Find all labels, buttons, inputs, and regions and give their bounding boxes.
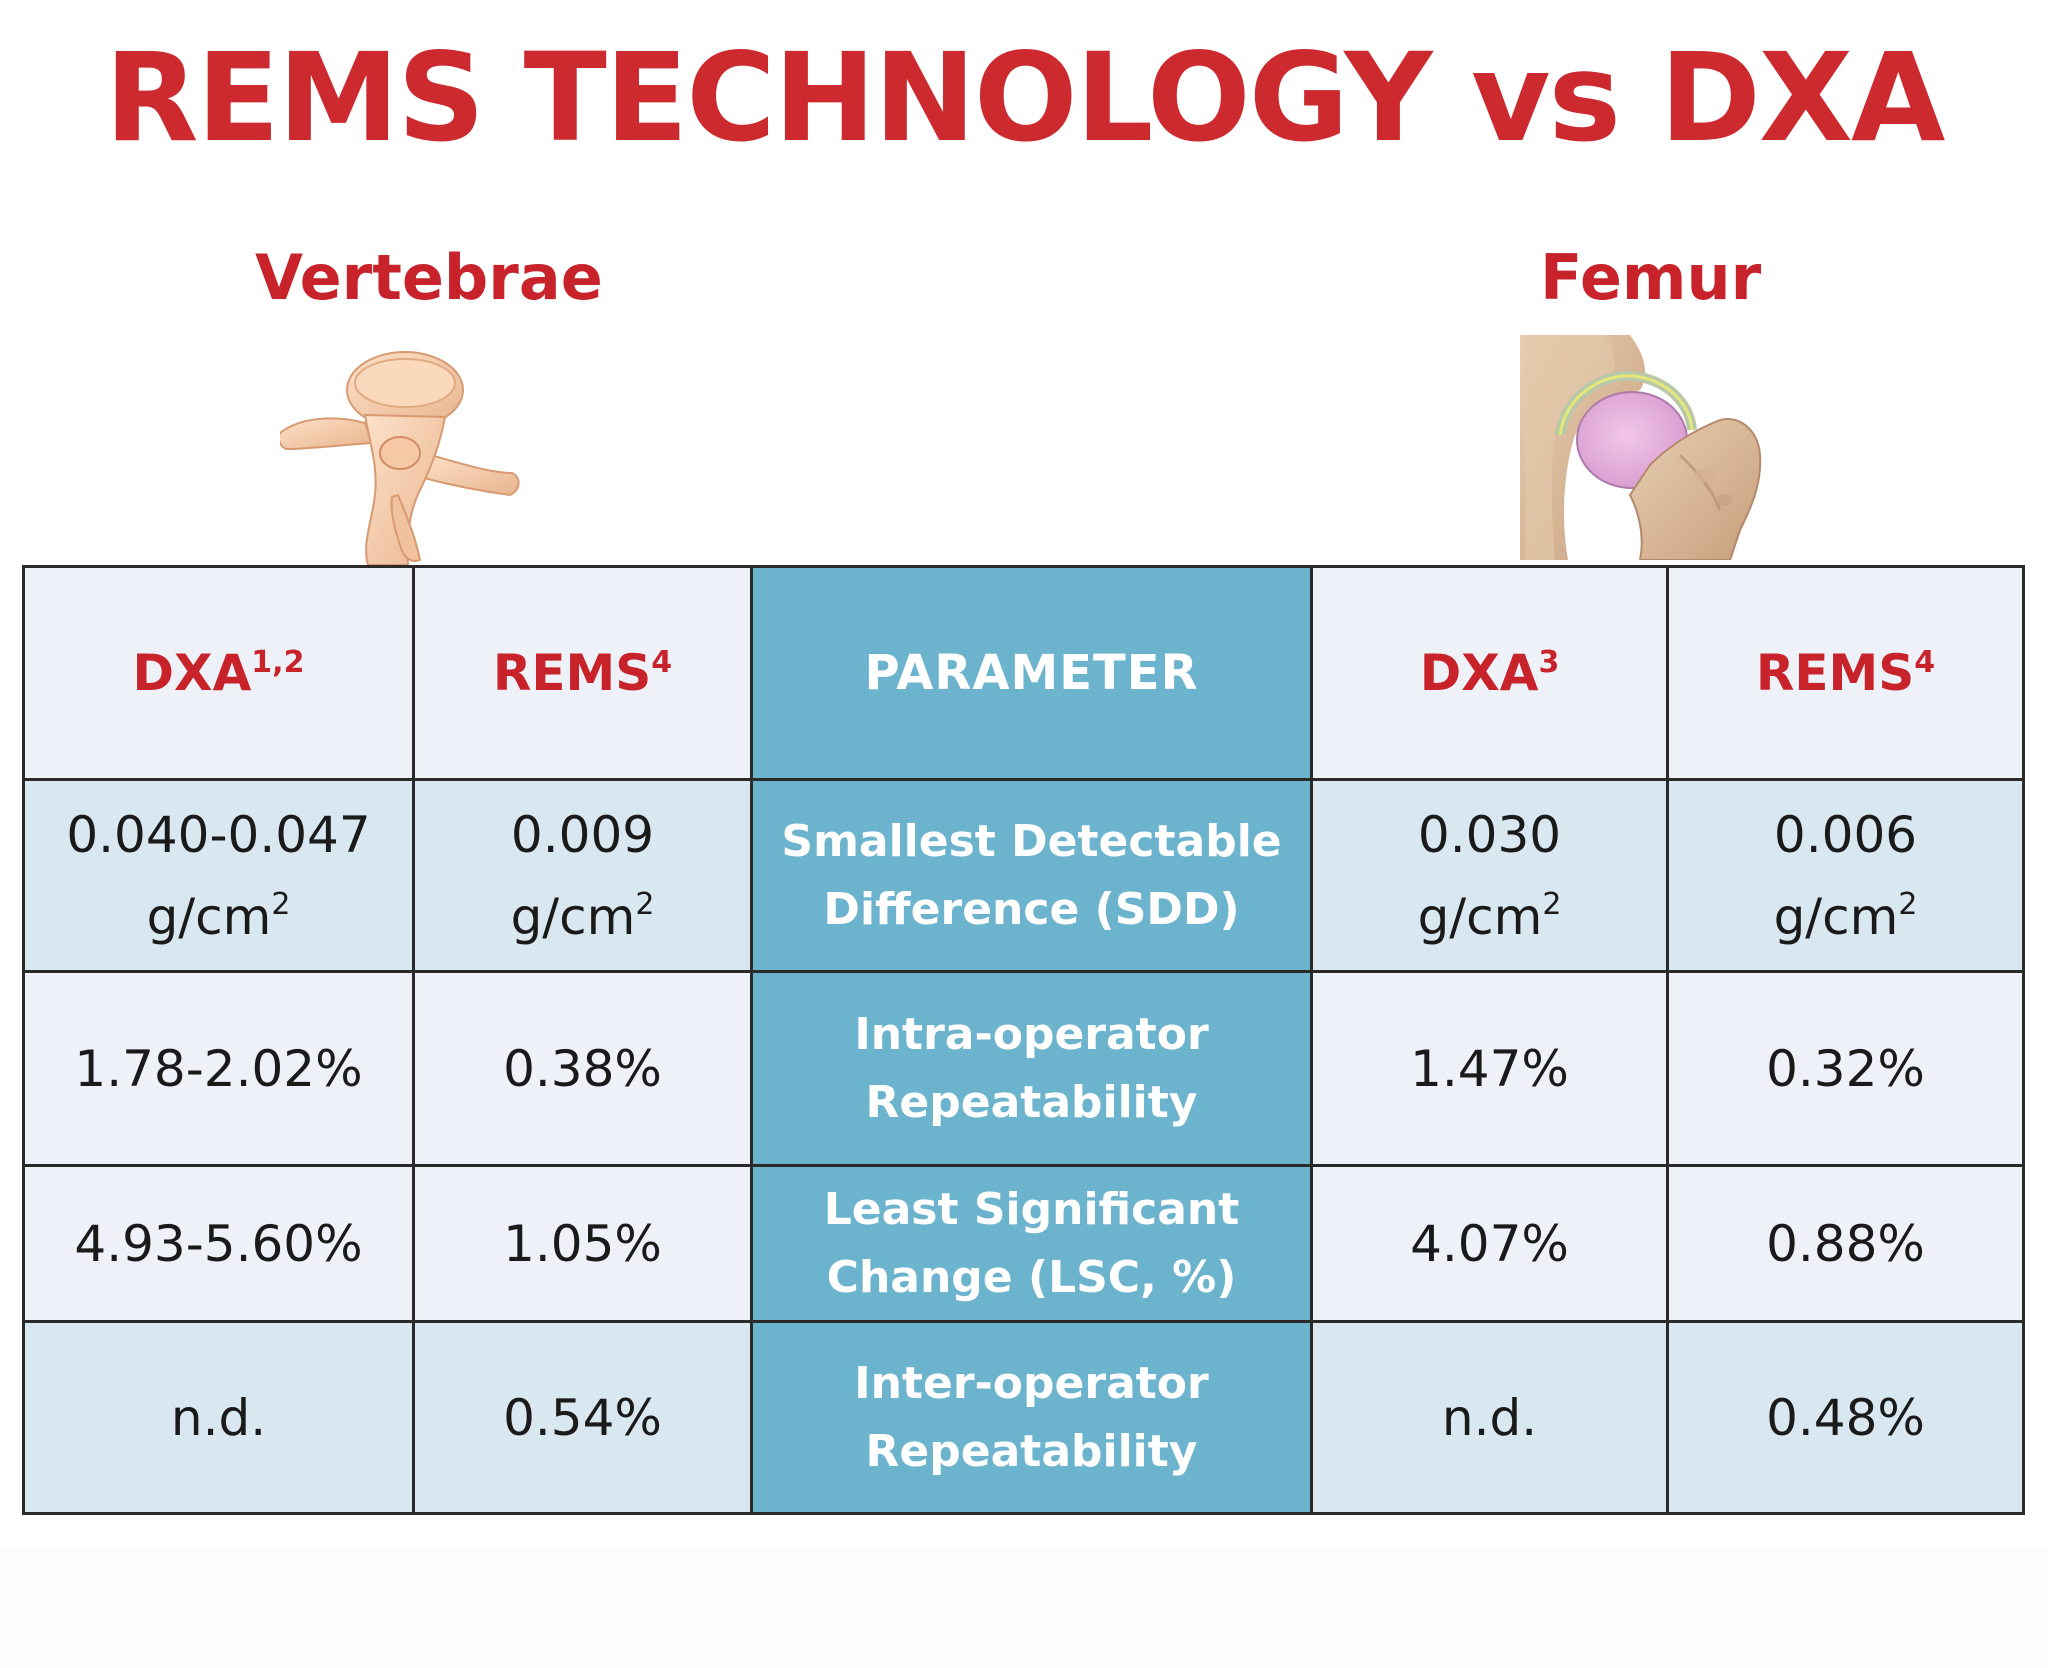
cell-dxa-femur: 0.030 g/cm2 xyxy=(1310,778,1669,973)
table-row: 0.040-0.047 g/cm2 0.009 g/cm2 Smallest D… xyxy=(22,778,2025,973)
cell-dxa-vertebrae: 1.78-2.02% xyxy=(22,970,415,1167)
comparison-table: DXA1,2 REMS4 PARAMETER DXA3 REMS4 0.040-… xyxy=(22,565,2025,1515)
cell-rems-femur: 0.32% xyxy=(1666,970,2025,1167)
cell-dxa-femur: 4.07% xyxy=(1310,1164,1669,1323)
header-rems-femur: REMS4 xyxy=(1666,565,2025,781)
cell-parameter: Least Significant Change (LSC, %) xyxy=(750,1164,1313,1323)
header-parameter: PARAMETER xyxy=(750,565,1313,781)
table-row: 1.78-2.02% 0.38% Intra-operator Repeatab… xyxy=(22,970,2025,1167)
cell-dxa-vertebrae: 4.93-5.60% xyxy=(22,1164,415,1323)
table-header-row: DXA1,2 REMS4 PARAMETER DXA3 REMS4 xyxy=(22,565,2025,781)
cell-rems-femur: 0.48% xyxy=(1666,1320,2025,1515)
femur-hip-icon xyxy=(1520,335,1765,560)
cell-parameter: Intra-operator Repeatability xyxy=(750,970,1313,1167)
table-row: 4.93-5.60% 1.05% Least Significant Chang… xyxy=(22,1164,2025,1323)
cell-rems-vertebrae: 1.05% xyxy=(412,1164,753,1323)
vertebra-icon xyxy=(280,351,520,565)
header-dxa-vertebrae: DXA1,2 xyxy=(22,565,415,781)
cell-dxa-vertebrae: n.d. xyxy=(22,1320,415,1515)
vertebrae-label: Vertebrae xyxy=(255,241,603,314)
cell-dxa-femur: n.d. xyxy=(1310,1320,1669,1515)
cell-parameter: Inter-operator Repeatability xyxy=(750,1320,1313,1515)
femur-label: Femur xyxy=(1540,241,1762,314)
cell-rems-vertebrae: 0.38% xyxy=(412,970,753,1167)
table-row: n.d. 0.54% Inter-operator Repeatability … xyxy=(22,1320,2025,1515)
cell-rems-femur: 0.006 g/cm2 xyxy=(1666,778,2025,973)
cell-dxa-vertebrae: 0.040-0.047 g/cm2 xyxy=(22,778,415,973)
footer-band xyxy=(0,1548,2048,1668)
cell-rems-vertebrae: 0.009 g/cm2 xyxy=(412,778,753,973)
cell-rems-vertebrae: 0.54% xyxy=(412,1320,753,1515)
header-rems-vertebrae: REMS4 xyxy=(412,565,753,781)
header-dxa-femur: DXA3 xyxy=(1310,565,1669,781)
cell-dxa-femur: 1.47% xyxy=(1310,970,1669,1167)
cell-parameter: Smallest Detectable Difference (SDD) xyxy=(750,778,1313,973)
page-title: REMS TECHNOLOGY vs DXA xyxy=(104,27,1946,169)
cell-rems-femur: 0.88% xyxy=(1666,1164,2025,1323)
